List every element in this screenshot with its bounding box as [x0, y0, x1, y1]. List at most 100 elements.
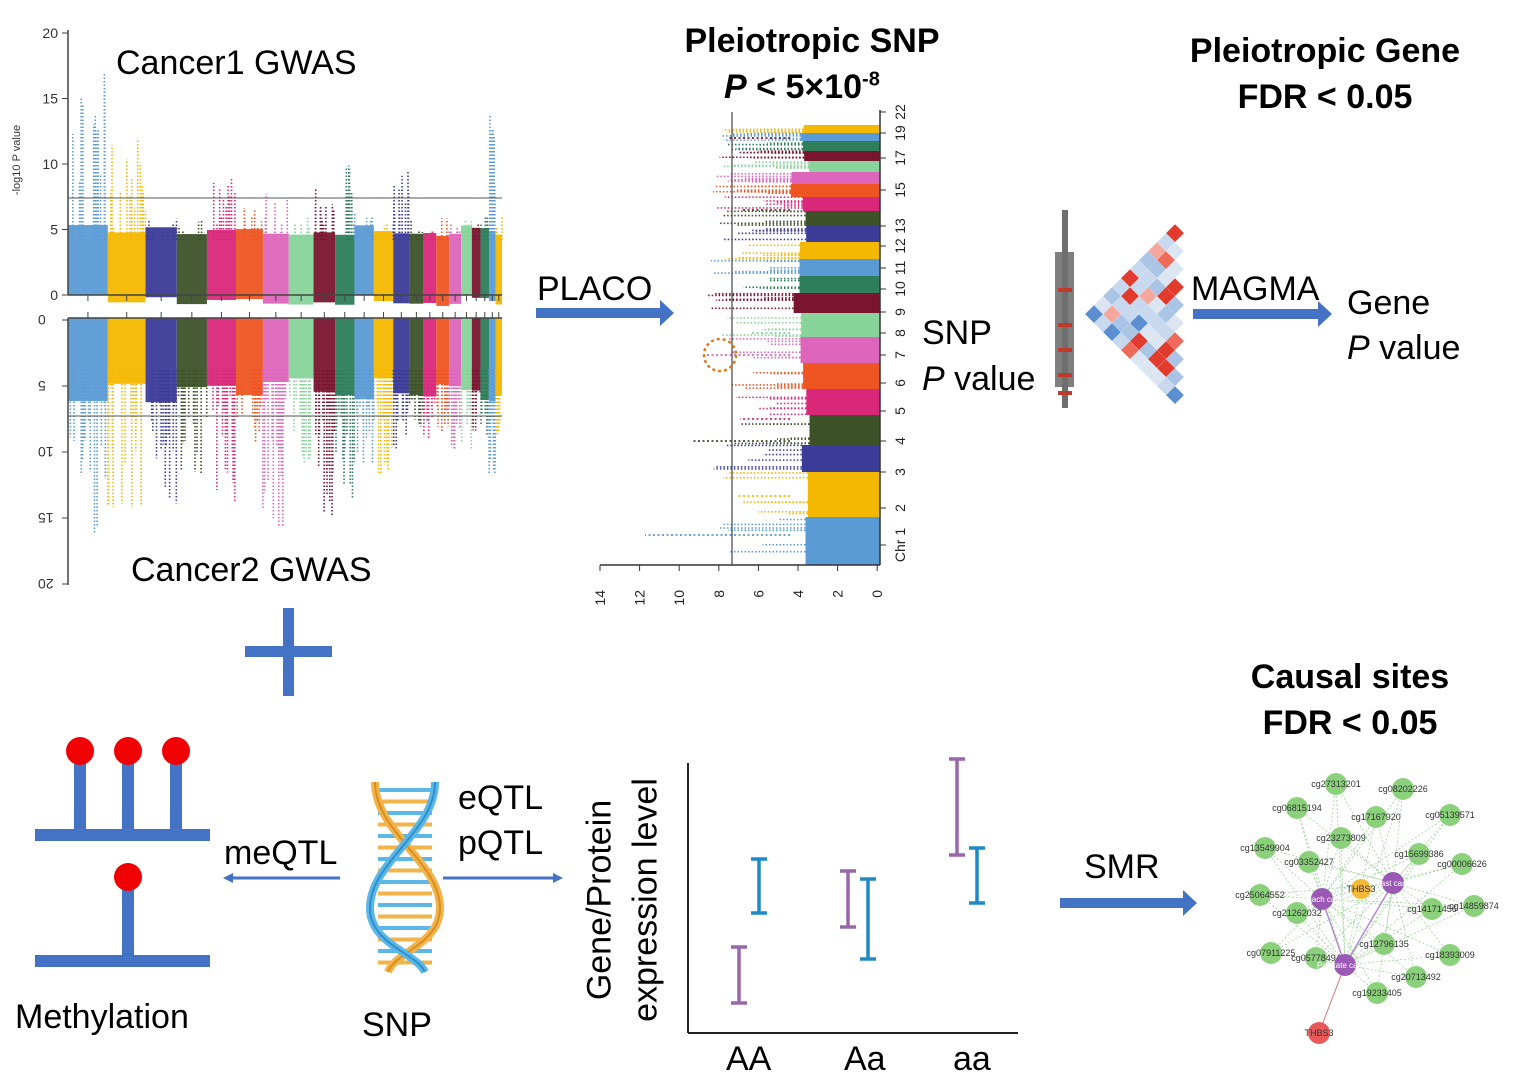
y-tick-label-top: 5	[50, 222, 58, 238]
variant-mark	[1058, 373, 1072, 377]
ld-cell	[1166, 386, 1184, 405]
x-tick-label: 0	[869, 590, 885, 598]
ld-cell	[1166, 368, 1184, 387]
network-edge	[1344, 954, 1451, 966]
y-tick-label-top: 15	[42, 91, 58, 107]
ld-cell	[1148, 296, 1166, 315]
network-edge	[1392, 788, 1404, 884]
chromosome-bands	[645, 125, 880, 565]
chr-block-bottom	[236, 318, 263, 396]
chr-block-bottom	[354, 318, 374, 400]
miami-plot: 20 15 10 5 0 0 5 10 15 20 -log10 P value	[11, 25, 503, 592]
variant-mark	[1058, 323, 1072, 327]
expression-chart	[687, 757, 1018, 1034]
chr-block-top	[480, 228, 490, 299]
chr-tick-label: 13	[892, 218, 908, 234]
chr-block-top	[495, 234, 502, 305]
chr-block-top	[489, 230, 496, 301]
cpg-node	[1249, 884, 1271, 906]
cpg-node	[1254, 837, 1276, 859]
cpg-label: cg08202226	[1378, 784, 1428, 794]
chr-tick-label: 7	[892, 351, 908, 359]
chr-block-bottom	[423, 318, 437, 397]
cpg-label: cg07911225	[1247, 948, 1296, 958]
chr-tick-label: 5	[892, 407, 908, 415]
ld-cell	[1130, 350, 1148, 369]
variant-mark	[1058, 348, 1072, 352]
smr-arrow	[1060, 890, 1197, 916]
ld-cell	[1112, 314, 1130, 333]
chr-block-top	[436, 235, 450, 306]
x-tick-labels: 14 12 10 8 6 4 2 0	[592, 565, 885, 606]
cpg-node	[1392, 778, 1414, 800]
cpg-label: cg14171456	[1407, 904, 1457, 914]
chr-band	[806, 389, 880, 415]
trait-label: Prostate cancer	[1317, 961, 1373, 970]
chr-block-top	[68, 225, 108, 296]
variant-mark	[1058, 391, 1072, 395]
network-edge	[1375, 816, 1394, 884]
cpg-label: cg27313201	[1311, 779, 1361, 789]
ld-cell	[1112, 296, 1130, 315]
placo-arrow	[536, 300, 674, 326]
plus-icon	[245, 608, 332, 696]
gene-label: THBS3	[1304, 1028, 1333, 1038]
chr-tick-label: 10	[892, 281, 908, 297]
x-tick-label: 6	[750, 590, 766, 598]
chr-block-bottom	[471, 318, 481, 391]
cpg-node	[1451, 853, 1473, 875]
chr-block-bottom	[206, 318, 236, 386]
miami-ticks	[62, 32, 500, 585]
network-edge	[1392, 882, 1451, 956]
variant-mark	[1058, 288, 1072, 292]
ld-cell	[1112, 332, 1130, 351]
ld-cell	[1148, 278, 1166, 297]
chr-tick-label: 19	[892, 125, 908, 141]
ld-cell	[1166, 314, 1184, 333]
ld-cell	[1148, 260, 1166, 279]
trait-node	[1311, 888, 1333, 910]
ld-cell	[1103, 323, 1121, 342]
arrows	[223, 300, 1332, 916]
ld-cell	[1103, 287, 1121, 306]
network-edge	[1344, 964, 1417, 978]
ld-cell	[1130, 332, 1148, 351]
x-tick-label: 14	[592, 590, 608, 606]
p-symbol: P	[922, 360, 945, 398]
chr-tick-label: 6	[892, 379, 908, 387]
network-edge	[1321, 898, 1451, 956]
cpg-node	[1405, 966, 1427, 988]
network-edge	[1321, 788, 1404, 900]
chr-block-bottom	[288, 318, 314, 379]
ld-cell	[1139, 323, 1157, 342]
cpg-label: cg15699386	[1394, 849, 1444, 859]
chr-band	[806, 226, 880, 242]
p-symbol: P	[1347, 329, 1370, 367]
cpg-label: cg21262032	[1272, 908, 1322, 918]
cpg-node	[1330, 827, 1352, 849]
expression-ylabel-line1: Gene/Protein	[580, 799, 619, 1001]
cpg-node	[1439, 804, 1461, 826]
chr-block-bottom	[313, 318, 336, 392]
chr-band	[801, 445, 880, 472]
chr-tick-label: 2	[892, 504, 908, 512]
chr-block-bottom	[393, 318, 410, 394]
chr-band	[799, 259, 880, 276]
dna-helix-icon	[365, 781, 445, 975]
ld-cell	[1130, 314, 1148, 333]
cpg-label: cg25064552	[1235, 890, 1285, 900]
cpg-label: cg13549904	[1240, 843, 1290, 853]
ld-cell	[1157, 269, 1175, 288]
network-edge	[1376, 882, 1394, 994]
cancer1-manhattan	[68, 73, 503, 306]
ld-cell	[1139, 341, 1157, 360]
chr-tick-label: 4	[892, 437, 908, 445]
cpg-label: cg20713492	[1391, 972, 1441, 982]
ld-cell	[1139, 359, 1157, 378]
network-edge	[1315, 882, 1394, 959]
network-edge	[1270, 882, 1394, 954]
chr-block-top	[176, 234, 207, 305]
cpg-node	[1305, 947, 1327, 969]
network-edge	[1321, 898, 1346, 966]
pleio-snp-title: Pleiotropic SNP	[684, 22, 940, 60]
